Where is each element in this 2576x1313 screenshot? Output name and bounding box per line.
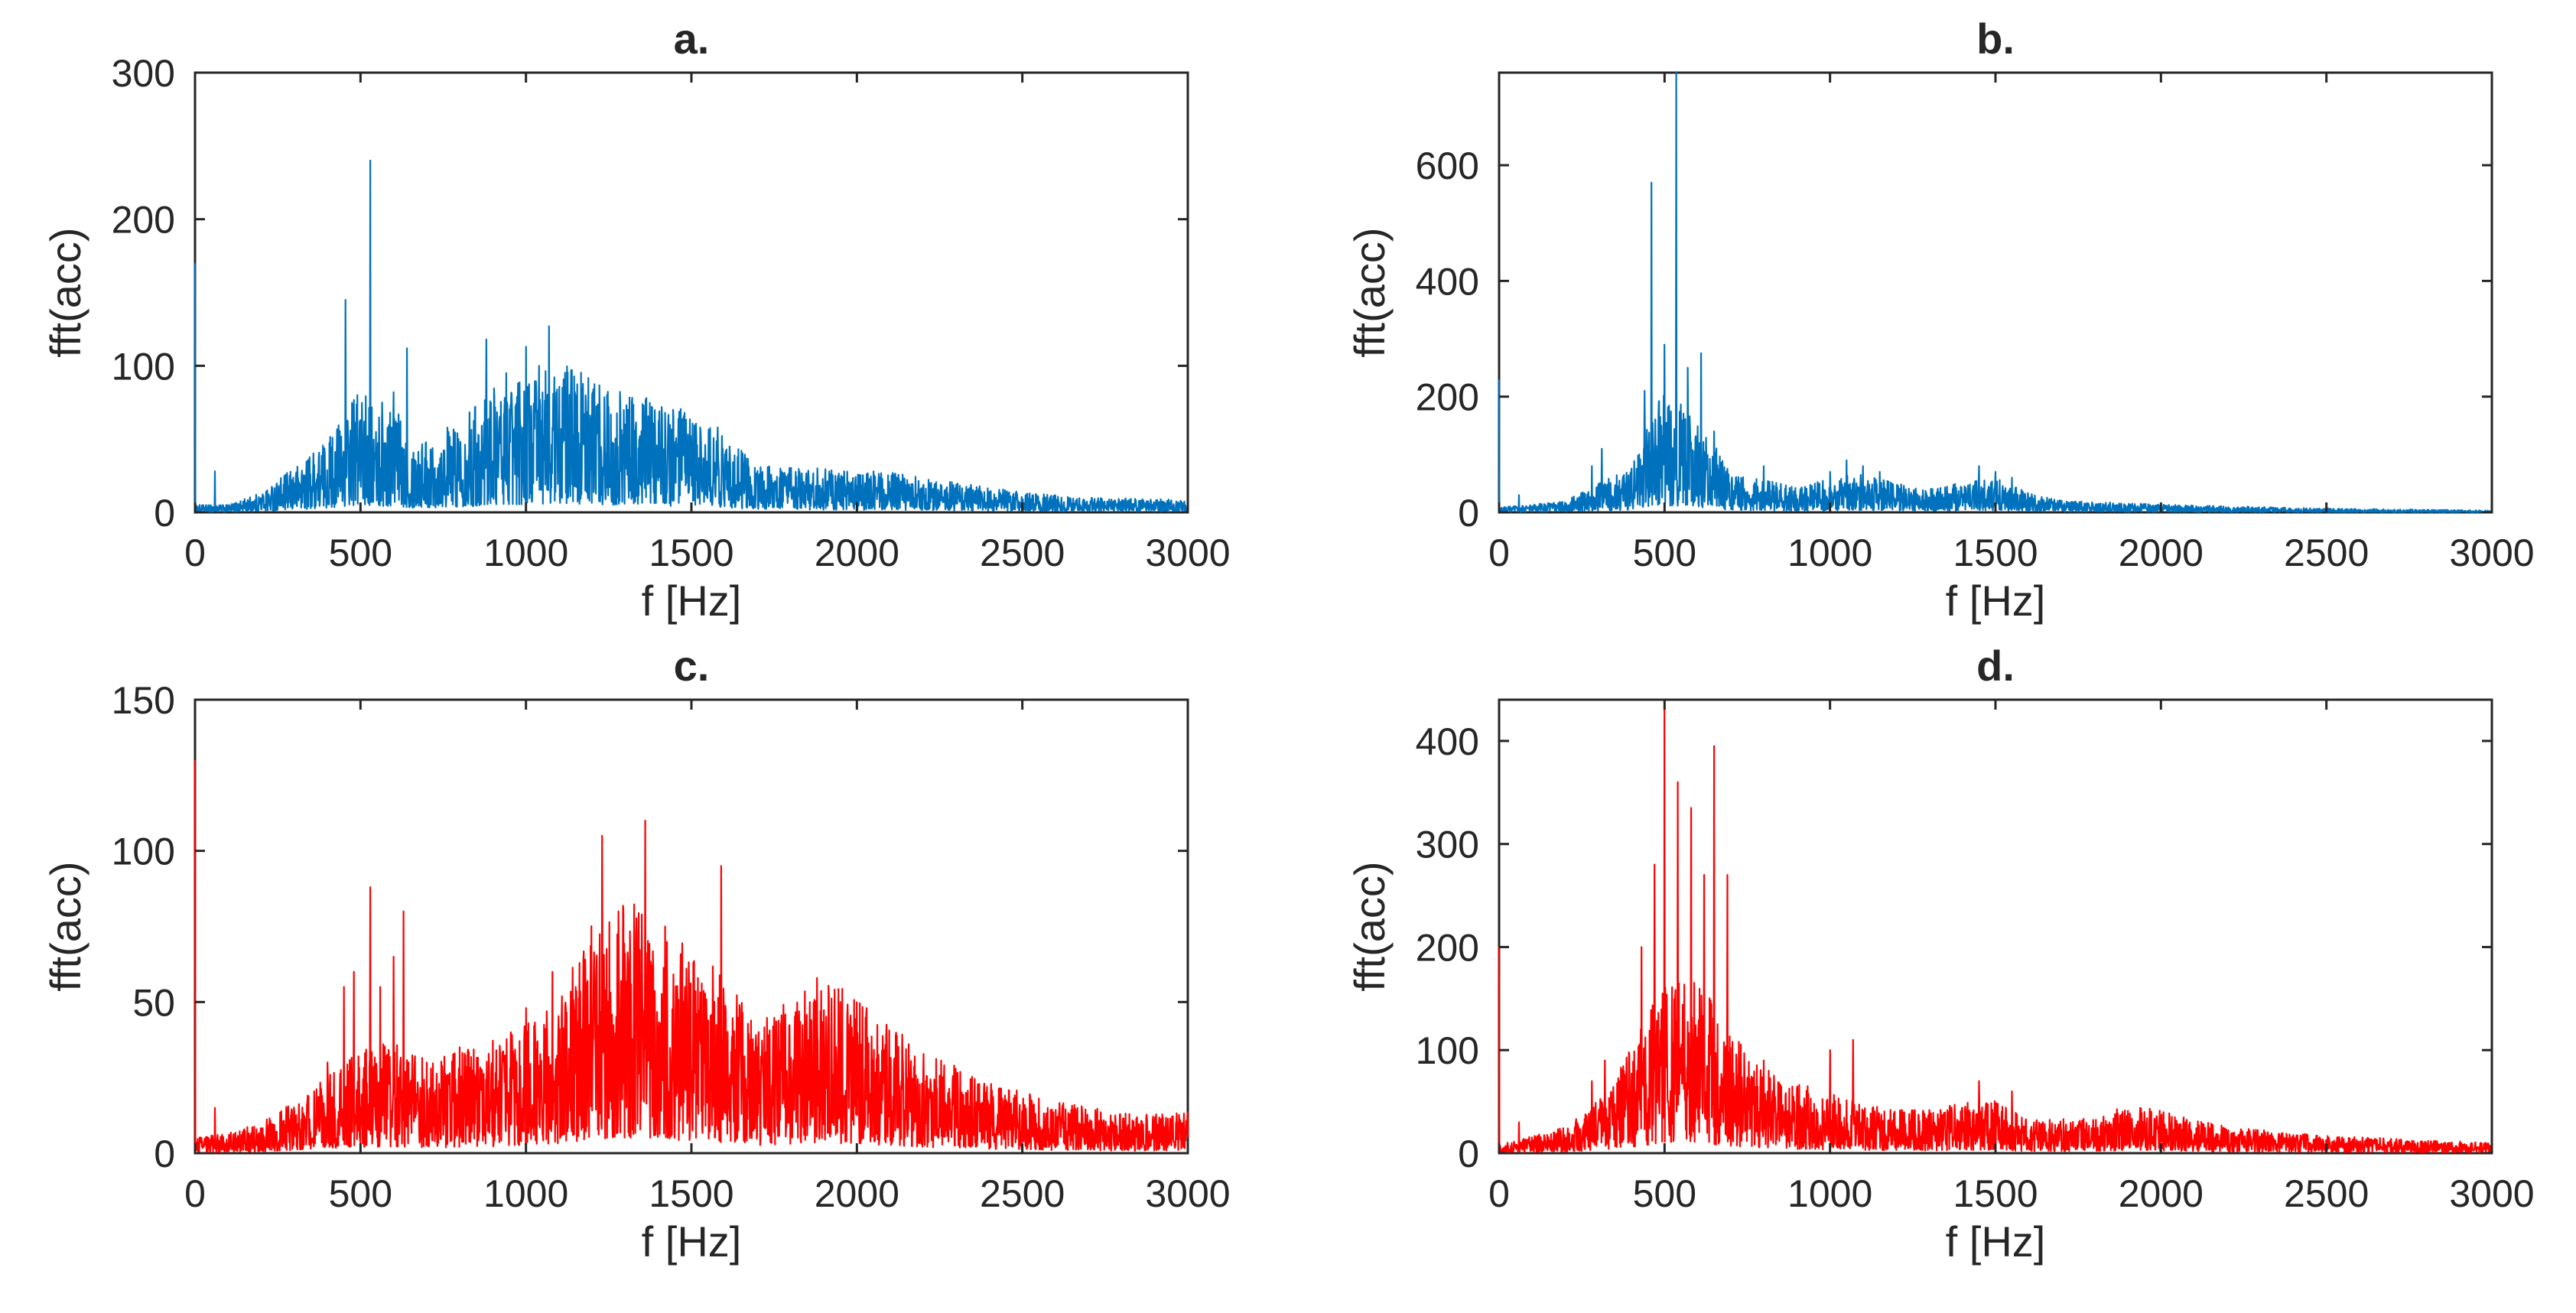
x-tick-label: 3000 bbox=[1145, 1172, 1230, 1215]
x-axis-label: f [Hz] bbox=[642, 577, 742, 625]
x-tick-label: 0 bbox=[184, 531, 206, 574]
y-tick-label: 300 bbox=[1416, 824, 1479, 866]
x-tick-label: 0 bbox=[184, 1172, 206, 1215]
panel-b: 0 500 1000 1500 2000 2500 3000 0 200 400 600 b. f [H… bbox=[1345, 15, 2535, 625]
y-tick-label: 0 bbox=[154, 1133, 175, 1175]
panel-title: a. bbox=[674, 15, 710, 63]
y-tick-label: 0 bbox=[154, 492, 175, 535]
x-tick-label: 3000 bbox=[2449, 1172, 2534, 1215]
y-tick-label: 0 bbox=[1458, 492, 1479, 535]
y-tick-label: 300 bbox=[112, 52, 175, 95]
x-tick-label: 500 bbox=[1633, 1172, 1696, 1215]
x-tick-label: 0 bbox=[1488, 531, 1510, 574]
x-tick-label: 1000 bbox=[1787, 1172, 1872, 1215]
x-tick-label: 500 bbox=[329, 1172, 392, 1215]
x-tick-label: 3000 bbox=[2449, 531, 2534, 574]
y-tick-label: 100 bbox=[112, 345, 175, 388]
y-tick-label: 50 bbox=[132, 981, 175, 1024]
y-axis-label: fft(acc) bbox=[41, 861, 89, 991]
x-tick-label: 1500 bbox=[1953, 1172, 2038, 1215]
x-tick-label: 500 bbox=[1633, 531, 1696, 574]
x-axis-label: f [Hz] bbox=[642, 1217, 742, 1266]
x-tick-label: 1500 bbox=[649, 1172, 733, 1215]
panel-a: 0 500 1000 1500 2000 2500 3000 0 100 200 300 a. f [H… bbox=[41, 15, 1231, 625]
x-tick-label: 2000 bbox=[2119, 1172, 2204, 1215]
x-tick-label: 2500 bbox=[980, 531, 1065, 574]
panel-title: b. bbox=[1976, 15, 2015, 63]
x-tick-label: 2000 bbox=[2119, 531, 2204, 574]
y-tick-label: 200 bbox=[1416, 926, 1479, 969]
x-axis-label: f [Hz] bbox=[1946, 577, 2046, 625]
x-tick-label: 2000 bbox=[815, 1172, 899, 1215]
y-tick-label: 100 bbox=[1416, 1029, 1479, 1072]
plot-frame bbox=[1498, 698, 2493, 1155]
x-tick-label: 1000 bbox=[483, 531, 568, 574]
y-axis-label: fft(acc) bbox=[41, 227, 89, 357]
panel-d: 0 500 1000 1500 2000 2500 3000 0 100 200 300 400 d. f… bbox=[1345, 642, 2535, 1266]
y-tick-label: 200 bbox=[112, 199, 175, 242]
x-tick-label: 3000 bbox=[1145, 531, 1230, 574]
y-axis-label: fft(acc) bbox=[1345, 861, 1394, 991]
x-tick-label: 500 bbox=[329, 531, 392, 574]
y-tick-label: 0 bbox=[1458, 1133, 1479, 1175]
x-axis-label: f [Hz] bbox=[1946, 1217, 2046, 1266]
spectrum-series-line bbox=[194, 760, 1189, 1153]
x-tick-label: 2500 bbox=[2284, 531, 2369, 574]
y-tick-label: 400 bbox=[1416, 260, 1479, 303]
y-tick-label: 150 bbox=[112, 679, 175, 722]
panel-title: d. bbox=[1976, 642, 2015, 690]
x-tick-label: 1000 bbox=[1787, 531, 1872, 574]
y-tick-label: 600 bbox=[1416, 145, 1479, 187]
y-tick-label: 200 bbox=[1416, 376, 1479, 419]
y-axis-label: fft(acc) bbox=[1345, 227, 1394, 357]
x-tick-label: 2500 bbox=[2284, 1172, 2369, 1215]
x-tick-label: 1500 bbox=[649, 531, 733, 574]
x-tick-label: 1500 bbox=[1953, 531, 2038, 574]
panel-c: 0 500 1000 1500 2000 2500 3000 0 50 100 150 c. f [Hz… bbox=[41, 642, 1231, 1266]
y-tick-label: 400 bbox=[1416, 720, 1479, 763]
x-tick-label: 0 bbox=[1488, 1172, 1510, 1215]
x-tick-label: 2500 bbox=[980, 1172, 1065, 1215]
x-tick-label: 2000 bbox=[815, 531, 899, 574]
panel-title: c. bbox=[674, 642, 710, 690]
y-tick-label: 100 bbox=[112, 830, 175, 873]
x-tick-label: 1000 bbox=[483, 1172, 568, 1215]
